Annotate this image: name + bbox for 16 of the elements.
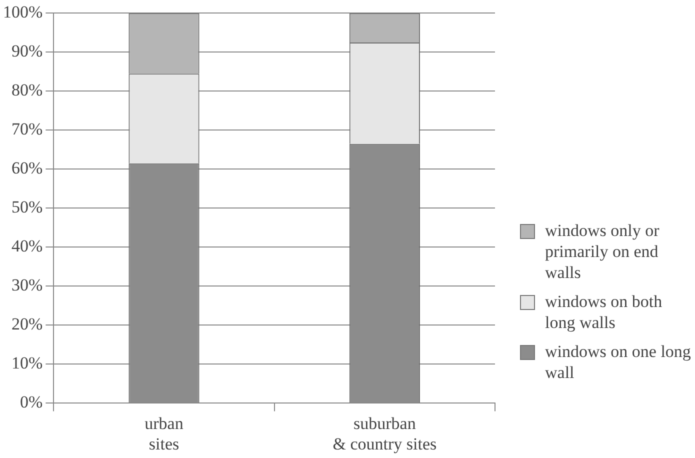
y-tick-label: 30% — [11, 276, 43, 295]
y-tick-label: 0% — [20, 392, 43, 412]
y-tick-label: 70% — [11, 120, 43, 139]
y-tick-label: 80% — [11, 80, 43, 100]
y-tick-label: 20% — [11, 314, 43, 334]
y-tick-label: 40% — [11, 236, 43, 256]
x-tick-label: urban sites — [144, 414, 184, 454]
legend-label: windows on both long walls — [545, 291, 664, 333]
legend-label: windows on one long wall — [545, 341, 692, 383]
y-tick-label: 60% — [11, 158, 43, 178]
y-tick-label: 100% — [2, 2, 43, 22]
legend-label: windows only or primarily on end walls — [545, 220, 660, 283]
y-tick-label: 90% — [11, 42, 43, 61]
y-tick-label: 10% — [11, 354, 43, 373]
y-tick-label: 50% — [11, 198, 43, 217]
x-tick-label: suburban & country sites — [332, 414, 437, 454]
